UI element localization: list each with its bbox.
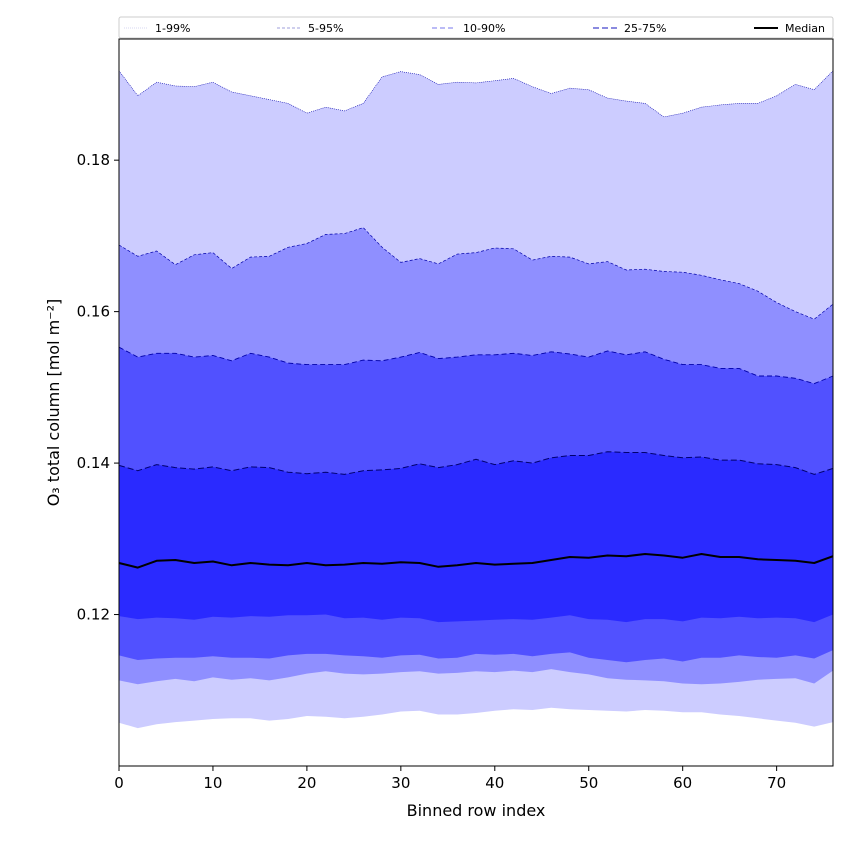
x-tick-label: 0	[114, 774, 124, 792]
x-tick-label: 40	[485, 774, 504, 792]
band-upper-edge-10-90%	[118, 346, 834, 385]
median-line	[118, 553, 834, 569]
x-tick-label: 60	[673, 774, 692, 792]
plot-frame	[118, 38, 834, 767]
x-tick-label: 70	[767, 774, 786, 792]
legend-items: 1-99% 5-95% 10-90% 25-75% Median	[124, 22, 825, 35]
x-ticks: 0 10 20 30 40 50 60 70	[114, 766, 786, 792]
band-edges-layer	[118, 70, 834, 475]
legend: 1-99% 5-95% 10-90% 25-75% Median	[118, 16, 834, 39]
legend-label: 25-75%	[624, 22, 666, 35]
band-upper-edge-1-99%	[118, 70, 834, 118]
y-tick-label: 0.18	[77, 151, 110, 169]
band-fill-25-75%	[119, 451, 833, 623]
y-tick-label: 0.14	[77, 454, 110, 472]
band-upper-edge-25-75%	[118, 451, 834, 475]
median-layer	[118, 553, 834, 569]
y-ticks: 0.12 0.14 0.16 0.18	[77, 151, 119, 624]
x-tick-label: 10	[203, 774, 222, 792]
legend-label: 5-95%	[308, 22, 343, 35]
legend-label: Median	[785, 22, 825, 35]
legend-label: 10-90%	[463, 22, 505, 35]
x-tick-label: 20	[297, 774, 316, 792]
y-tick-label: 0.16	[77, 303, 110, 321]
x-tick-label: 50	[579, 774, 598, 792]
legend-label: 1-99%	[155, 22, 190, 35]
y-tick-label: 0.12	[77, 606, 110, 624]
x-tick-label: 30	[391, 774, 410, 792]
legend-box	[118, 16, 834, 39]
band-upper-edge-5-95%	[118, 227, 834, 320]
bands-layer	[119, 70, 833, 729]
x-axis-label: Binned row index	[407, 801, 546, 820]
y-axis-label: O₃ total column [mol m⁻²]	[44, 299, 63, 507]
